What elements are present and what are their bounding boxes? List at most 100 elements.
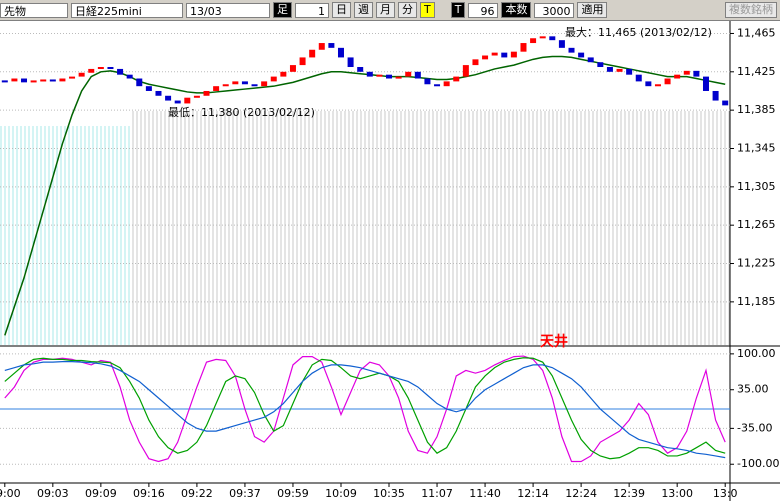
x-tick-label: 09:22 [181,487,213,500]
x-tick-label: 09:59 [277,487,309,500]
compare-button[interactable]: 複数銘柄 [725,2,777,18]
candle [434,84,441,87]
candle [664,78,671,85]
week-button[interactable]: 週 [354,2,373,18]
y-tick-label: 11,345 [737,141,776,154]
count-label: 本数 [501,2,532,18]
candle [635,74,642,82]
candle [395,76,402,79]
candle [539,36,546,39]
y-tick-label: 11,385 [737,103,776,116]
candle [530,38,537,44]
signal-annotation: 天井 [540,333,568,350]
x-tick-label: 11:07 [421,487,453,500]
candle [232,81,239,85]
candle [549,36,556,41]
symbol-select[interactable]: 日経225mini [71,2,183,18]
candle [280,71,287,77]
candle [30,80,37,83]
volume-area [0,126,132,345]
tick-button[interactable]: T [420,2,435,18]
candle [21,78,28,83]
x-tick-label: 11:40 [469,487,501,500]
candle [674,74,681,79]
candle [165,95,172,101]
candle [251,84,258,87]
candle [501,52,508,58]
x-tick-label: 10:35 [373,487,405,500]
y-tick-label: 11,265 [737,218,776,231]
candle [482,55,489,60]
apply-button[interactable]: 適用 [577,2,608,18]
x-tick-label: 10:09 [325,487,357,500]
y-tick-label: 11,425 [737,65,776,78]
candle [366,71,373,77]
candle [59,78,66,82]
candle [299,57,306,66]
candle [453,76,460,82]
candle [328,43,335,48]
candle [597,62,604,68]
x-tick-label: 13:00 [661,487,693,500]
candle [472,59,479,66]
candle [606,67,613,72]
candle [126,74,133,79]
min-annotation: 最低：11,380 (2013/02/12) [168,106,315,119]
candle [184,97,191,104]
chart: 最低：11,380 (2013/02/12) 最大：11,465 (2013/0… [0,21,780,501]
candle [702,76,709,91]
candle [261,81,268,87]
candle [107,67,114,70]
x-tick-label: 12:24 [565,487,597,500]
count-input[interactable]: 3000 [534,2,575,18]
candle [654,84,661,87]
candle [712,90,719,101]
candle [414,71,421,79]
candle [49,79,56,82]
candle [117,68,124,75]
y-tick-label: 11,305 [737,180,776,193]
candle [309,49,316,58]
minute-button[interactable]: 分 [398,2,417,18]
candle [683,70,690,75]
y-tick-label: 100.00 [737,347,776,360]
market-select[interactable]: 先物 [0,2,68,18]
x-tick-label: 09:09 [85,487,117,500]
x-tick-label: 09:37 [229,487,261,500]
candle [193,95,200,98]
month-button[interactable]: 月 [376,2,395,18]
y-tick-label: 11,465 [737,26,776,39]
tick-count[interactable]: 96 [468,2,499,18]
candle [69,76,76,79]
candle [155,90,162,96]
candle [213,86,220,91]
candle [203,90,210,96]
candle [520,43,527,52]
y-tick-label: 11,225 [737,257,776,270]
bar-size[interactable]: 1 [295,2,329,18]
candle [145,86,152,91]
y-tick-label: -100.00 [737,457,779,470]
candle [578,52,585,58]
candle [722,100,729,106]
y-tick-label: -35.00 [737,421,772,434]
candle [462,65,469,77]
candle [1,80,8,83]
candle [424,78,431,85]
candle [318,43,325,50]
candle [568,47,575,53]
candle [289,65,296,72]
candle [616,68,623,72]
candle [491,52,498,56]
candle [645,81,652,87]
x-tick-label: 09:16 [133,487,165,500]
bar-label: 足 [273,2,292,18]
day-button[interactable]: 日 [332,2,351,18]
candle [443,81,450,87]
x-tick-label: 12:39 [613,487,645,500]
contract-select[interactable]: 13/03 [186,2,270,18]
candle [405,71,412,77]
candle [97,67,104,70]
candle [626,68,633,75]
